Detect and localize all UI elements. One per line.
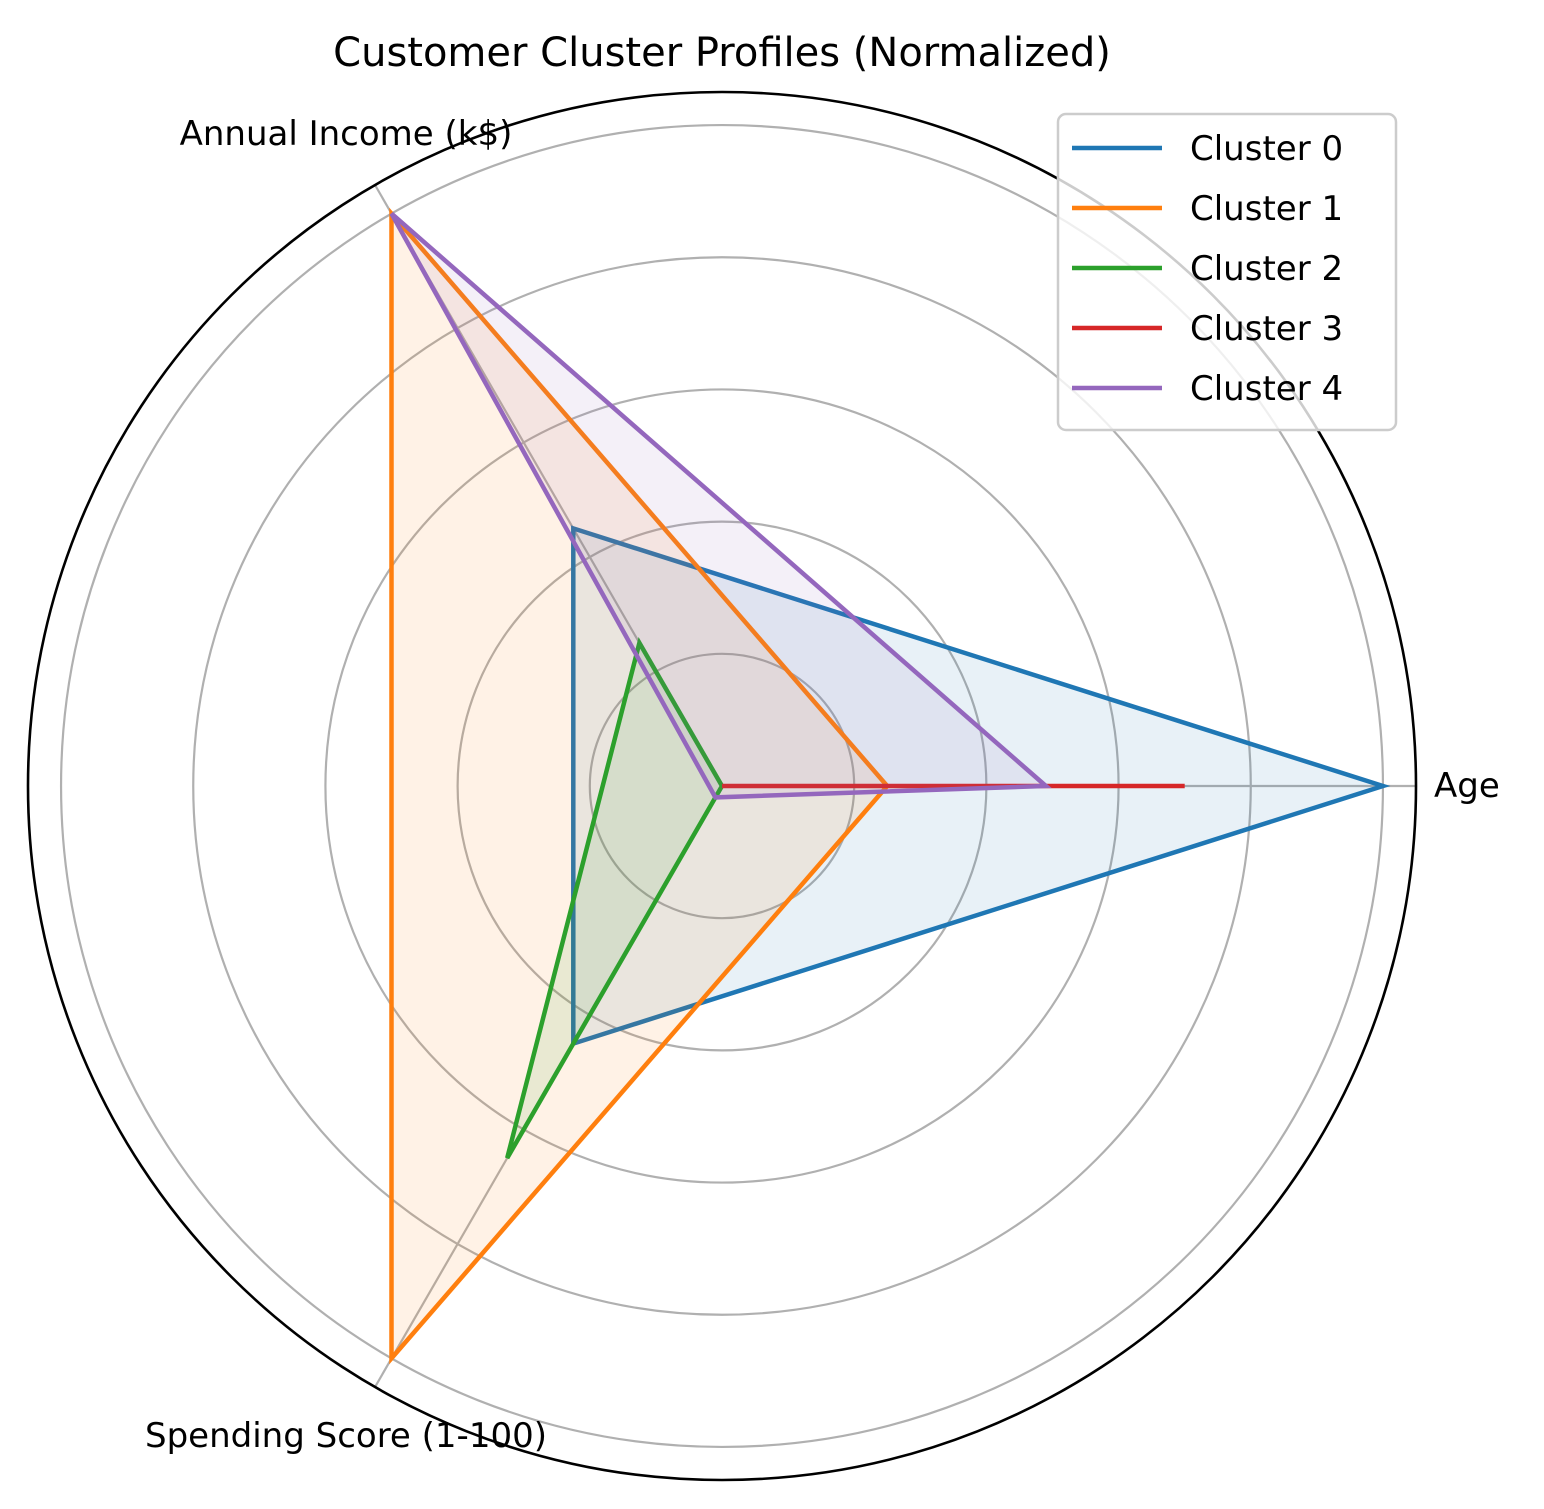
legend-label-2: Cluster 2 <box>1190 249 1343 289</box>
axis-label-3: Spending Score (1-100) <box>145 1416 547 1456</box>
axis-labels: Age Annual Income (k$) Spending Score (1-1… <box>145 114 1500 1456</box>
series-line-4 <box>389 211 1052 800</box>
radar-grid <box>26 90 1418 1482</box>
series-line-1 <box>389 207 891 1365</box>
legend-label-4: Cluster 4 <box>1190 369 1343 409</box>
legend-box <box>1056 112 1398 432</box>
axis-label-2: Annual Income (k$) <box>180 114 513 154</box>
chart-title: Customer Cluster Profiles (Normalized) <box>333 30 1111 76</box>
legend-label-1: Cluster 1 <box>1190 189 1343 229</box>
legend: Cluster 0 Cluster 1 Cluster 2 Cluster 3 Clus… <box>1056 112 1398 432</box>
outer-frame <box>26 90 1418 1482</box>
legend-label-0: Cluster 0 <box>1190 129 1343 169</box>
series-line-2 <box>505 636 725 1160</box>
series-line-0 <box>571 525 1391 1047</box>
legend-label-3: Cluster 3 <box>1190 309 1343 349</box>
radar-series <box>389 207 1391 1365</box>
series-fill-2 <box>507 642 722 1159</box>
series-fill-1 <box>391 213 888 1359</box>
axis-label-1: Age <box>1434 766 1500 806</box>
